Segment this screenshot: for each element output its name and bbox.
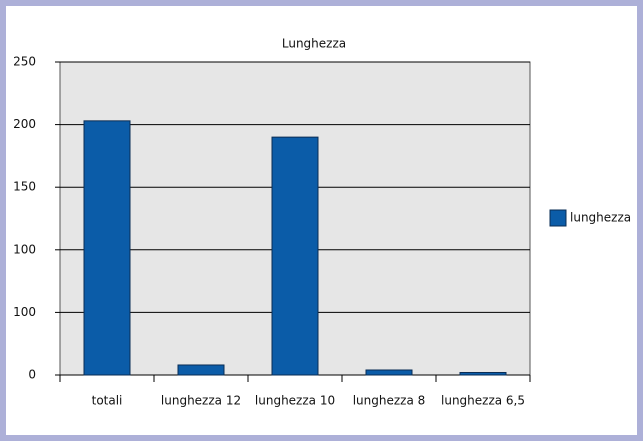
- bar: [177, 364, 225, 376]
- x-tick-label: lunghezza 12: [161, 394, 241, 408]
- bar: [459, 371, 507, 376]
- x-tick-label: totali: [92, 394, 123, 408]
- bar: [83, 120, 131, 376]
- y-tick-label: 200: [13, 117, 36, 131]
- y-tick-label: 100: [13, 242, 36, 256]
- legend-swatch: [549, 209, 567, 227]
- y-tick-label: 100: [13, 305, 36, 319]
- y-tick-label: 250: [13, 55, 36, 69]
- legend-label: lunghezza: [570, 211, 631, 225]
- y-tick-label: 150: [13, 180, 36, 194]
- bar: [271, 136, 319, 376]
- x-tick-label: lunghezza 6,5: [441, 394, 525, 408]
- y-tick-label: 0: [28, 368, 36, 382]
- bar: [365, 369, 413, 376]
- x-tick-label: lunghezza 8: [353, 394, 426, 408]
- x-tick-label: lunghezza 10: [255, 394, 335, 408]
- chart-title: Lunghezza: [282, 37, 346, 51]
